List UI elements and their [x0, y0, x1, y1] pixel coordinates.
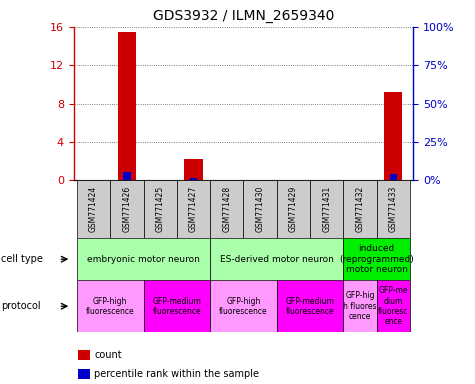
Text: percentile rank within the sample: percentile rank within the sample — [94, 369, 259, 379]
Text: GSM771427: GSM771427 — [189, 186, 198, 232]
Text: GSM771432: GSM771432 — [355, 186, 364, 232]
Title: GDS3932 / ILMN_2659340: GDS3932 / ILMN_2659340 — [153, 9, 334, 23]
Text: cell type: cell type — [1, 254, 43, 264]
Bar — [244, 180, 277, 238]
Bar — [390, 174, 397, 180]
Bar — [177, 180, 210, 238]
Bar — [143, 180, 177, 238]
Bar — [343, 238, 410, 280]
Text: GSM771425: GSM771425 — [156, 186, 165, 232]
Text: GSM771428: GSM771428 — [222, 186, 231, 232]
Bar — [277, 180, 310, 238]
Bar — [118, 32, 136, 180]
Text: GSM771426: GSM771426 — [123, 186, 132, 232]
Bar — [77, 280, 143, 332]
Bar — [310, 180, 343, 238]
Bar — [210, 238, 343, 280]
Bar — [123, 172, 131, 180]
Bar — [110, 180, 143, 238]
Text: GSM771433: GSM771433 — [389, 186, 398, 232]
Text: GFP-high
fluorescence: GFP-high fluorescence — [86, 296, 134, 316]
Text: GSM771430: GSM771430 — [256, 186, 265, 232]
Text: GSM771429: GSM771429 — [289, 186, 298, 232]
Bar — [277, 280, 343, 332]
Text: GFP-medium
fluorescence: GFP-medium fluorescence — [285, 296, 334, 316]
Text: protocol: protocol — [1, 301, 40, 311]
Text: ES-derived motor neuron: ES-derived motor neuron — [220, 255, 333, 264]
Bar — [143, 280, 210, 332]
Bar — [377, 280, 410, 332]
Bar — [210, 180, 244, 238]
Bar — [190, 179, 197, 180]
Bar — [377, 180, 410, 238]
Bar — [184, 159, 203, 180]
Text: GFP-me
dium
fluoresc
ence: GFP-me dium fluoresc ence — [378, 286, 408, 326]
Bar — [77, 180, 110, 238]
Bar — [77, 238, 210, 280]
Text: GFP-high
fluorescence: GFP-high fluorescence — [219, 296, 268, 316]
Bar — [343, 180, 377, 238]
Bar — [78, 350, 90, 360]
Bar — [78, 369, 90, 379]
Text: GSM771424: GSM771424 — [89, 186, 98, 232]
Bar — [384, 92, 402, 180]
Text: GFP-medium
fluorescence: GFP-medium fluorescence — [152, 296, 201, 316]
Bar — [343, 280, 377, 332]
Text: GFP-hig
h fluores
cence: GFP-hig h fluores cence — [343, 291, 377, 321]
Text: induced
(reprogrammed)
motor neuron: induced (reprogrammed) motor neuron — [339, 244, 414, 274]
Text: count: count — [94, 350, 122, 360]
Bar — [210, 280, 277, 332]
Text: embryonic motor neuron: embryonic motor neuron — [87, 255, 200, 264]
Text: GSM771431: GSM771431 — [322, 186, 331, 232]
